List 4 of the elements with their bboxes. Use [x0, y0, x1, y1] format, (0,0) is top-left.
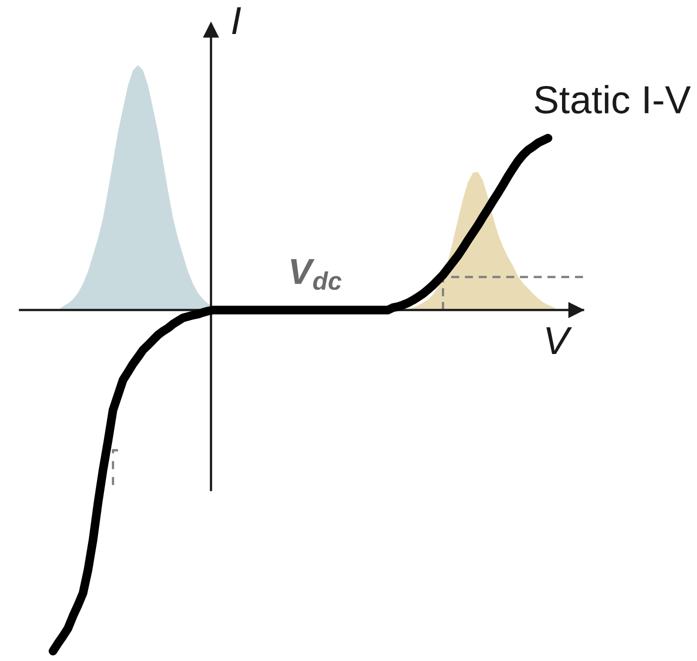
annotation: V$_{dc}$ [291, 259, 342, 290]
x-axis-title: V [546, 327, 572, 354]
y-axis-title: I [232, 7, 241, 34]
series-label: Static I-V [534, 85, 691, 114]
